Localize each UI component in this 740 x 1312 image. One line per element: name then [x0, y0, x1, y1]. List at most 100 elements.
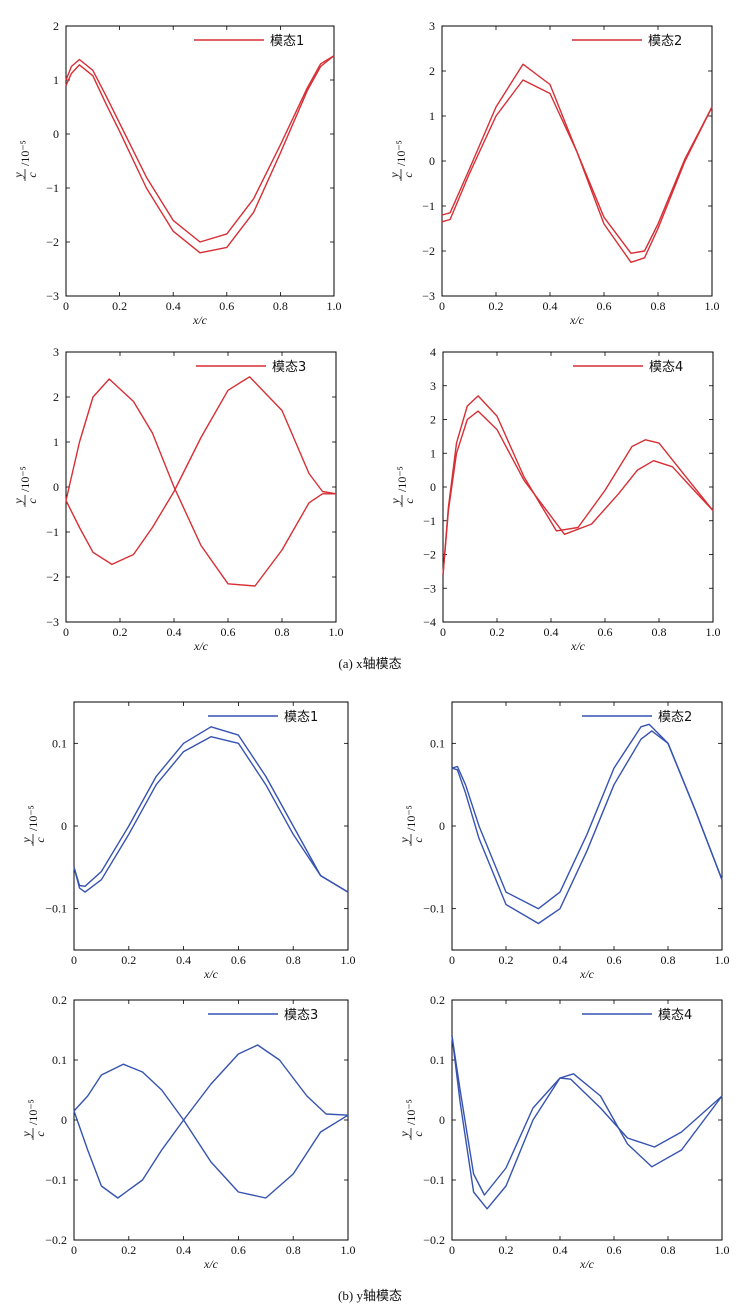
x-tick-label: 0.2 — [499, 1243, 514, 1257]
y-tick-label: 0.2 — [430, 993, 445, 1007]
y-axis-label: y c/10⁻⁵ — [387, 140, 415, 181]
x-axis-label: x/c — [570, 639, 586, 653]
y-tick-label: −2 — [423, 548, 436, 562]
legend-label: 模态3 — [284, 1008, 318, 1023]
x-tick-label: 0.2 — [121, 953, 136, 967]
x-tick-label: 0.8 — [273, 299, 288, 313]
plot-frame — [451, 701, 723, 951]
y-axis-label: y c/10⁻⁵ — [11, 466, 39, 507]
chart-panel-7: 0 0.2 0.4 0.6 0.8 1.0 −0.2 −0.1 0 0.1 0.2 x/c y c/10⁻… — [19, 993, 356, 1271]
x-tick-label: 0.4 — [553, 1243, 568, 1257]
y-tick-label: −1 — [46, 525, 59, 539]
x-tick-label: 0.8 — [286, 953, 301, 967]
series-line-2 — [65, 55, 335, 254]
x-tick-label: 0.4 — [176, 1243, 191, 1257]
y-tick-label: 0 — [439, 819, 445, 833]
series-line-1 — [73, 726, 349, 893]
y-label-unit: /10⁻⁵ — [395, 466, 409, 492]
caption-b: (b) y轴模态 — [338, 1288, 402, 1303]
x-tick-label: 0 — [449, 953, 455, 967]
series-line-1 — [65, 55, 335, 243]
y-label-unit: /10⁻⁵ — [404, 805, 418, 831]
series-line-2 — [73, 1044, 349, 1199]
x-tick-label: 0.4 — [166, 299, 181, 313]
y-tick-label: −2 — [422, 244, 435, 258]
y-tick-label: −2 — [46, 570, 59, 584]
y-tick-label: 2 — [53, 19, 59, 33]
legend-label: 模态4 — [649, 360, 683, 375]
series-line-2 — [441, 79, 713, 254]
series-line-2 — [451, 1035, 723, 1210]
y-label-unit: /10⁻⁵ — [26, 805, 40, 831]
y-label-numerator: y — [19, 837, 33, 844]
x-tick-label: 0.2 — [112, 299, 127, 313]
y-tick-label: −1 — [422, 199, 435, 213]
chart-panel-1: 0 0.2 0.4 0.6 0.8 1.0 −3 −2 −1 0 1 2 x/c y c/10⁻⁵ 模态1 — [11, 19, 342, 327]
y-tick-label: −3 — [423, 581, 436, 595]
y-label-unit: /10⁻⁵ — [26, 1099, 40, 1125]
x-tick-label: 0 — [449, 1243, 455, 1257]
y-label-denominator: c — [25, 498, 39, 504]
series-line-1 — [451, 1035, 723, 1196]
y-tick-label: −3 — [46, 289, 59, 303]
x-tick-label: 0.6 — [231, 1243, 246, 1257]
y-axis-label: y c/10⁻⁵ — [11, 140, 39, 181]
y-tick-label: −2 — [46, 235, 59, 249]
y-label-denominator: c — [411, 837, 425, 843]
chart-panel-2: 0 0.2 0.4 0.6 0.8 1.0 −3 −2 −1 0 1 2 3 x/c y c/10⁻⁵ 模态2 — [387, 19, 720, 327]
x-tick-label: 0.8 — [286, 1243, 301, 1257]
y-label-unit: /10⁻⁵ — [18, 466, 32, 492]
x-tick-label: 0 — [63, 625, 69, 639]
x-tick-label: 0.4 — [544, 625, 559, 639]
x-tick-label: 1.0 — [706, 625, 721, 639]
x-tick-label: 0.8 — [661, 1243, 676, 1257]
y-tick-label: 0 — [61, 1113, 67, 1127]
x-tick-label: 0.2 — [113, 625, 128, 639]
y-tick-label: −0.1 — [423, 1173, 445, 1187]
chart-panel-5: 0 0.2 0.4 0.6 0.8 1.0 −0.1 0 0.1 x/c y c/10⁻⁵ 模态1 — [19, 701, 356, 981]
x-tick-label: 1.0 — [715, 953, 730, 967]
series-line-2 — [451, 730, 723, 925]
chart-panel-3: 0 0.2 0.4 0.6 0.8 1.0 −3 −2 −1 0 1 2 3 x/c y c/10⁻⁵ 模态3 — [11, 345, 344, 653]
plot-frame — [73, 701, 349, 951]
y-tick-label: 0.1 — [430, 1053, 445, 1067]
x-tick-label: 1.0 — [341, 953, 356, 967]
y-label-numerator: y — [19, 1131, 33, 1138]
x-tick-label: 0.8 — [651, 299, 666, 313]
y-tick-label: 0.1 — [52, 736, 67, 750]
x-tick-label: 1.0 — [327, 299, 342, 313]
y-tick-label: −0.1 — [423, 902, 445, 916]
y-tick-label: −0.2 — [423, 1233, 445, 1247]
y-tick-label: −3 — [422, 289, 435, 303]
x-tick-label: 1.0 — [329, 625, 344, 639]
x-tick-label: 0 — [63, 299, 69, 313]
x-tick-label: 0.8 — [661, 953, 676, 967]
y-label-unit: /10⁻⁵ — [18, 140, 32, 166]
x-tick-label: 1.0 — [341, 1243, 356, 1257]
x-tick-label: 0.4 — [167, 625, 182, 639]
series-line-1 — [442, 395, 714, 575]
y-tick-label: −3 — [46, 615, 59, 629]
caption-a: (a) x轴模态 — [338, 656, 401, 671]
y-tick-label: −4 — [423, 615, 436, 629]
x-tick-label: 0.6 — [597, 299, 612, 313]
y-label-unit: /10⁻⁵ — [404, 1099, 418, 1125]
y-tick-label: −0.1 — [45, 902, 67, 916]
y-label-numerator: y — [388, 498, 402, 505]
plot-frame — [441, 25, 713, 297]
x-tick-label: 0.4 — [543, 299, 558, 313]
plot-frame — [65, 25, 335, 297]
x-tick-label: 0.2 — [121, 1243, 136, 1257]
y-tick-label: 0 — [53, 127, 59, 141]
y-tick-label: −1 — [46, 181, 59, 195]
y-label-numerator: y — [11, 498, 25, 505]
series-line-2 — [73, 736, 349, 893]
y-label-numerator: y — [387, 172, 401, 179]
x-axis-label: x/c — [579, 1257, 595, 1271]
y-axis-label: y c/10⁻⁵ — [397, 805, 425, 846]
x-axis-label: x/c — [203, 1257, 219, 1271]
y-label-denominator: c — [411, 1131, 425, 1137]
y-axis-label: y c/10⁻⁵ — [19, 1099, 47, 1140]
x-tick-label: 0.4 — [553, 953, 568, 967]
